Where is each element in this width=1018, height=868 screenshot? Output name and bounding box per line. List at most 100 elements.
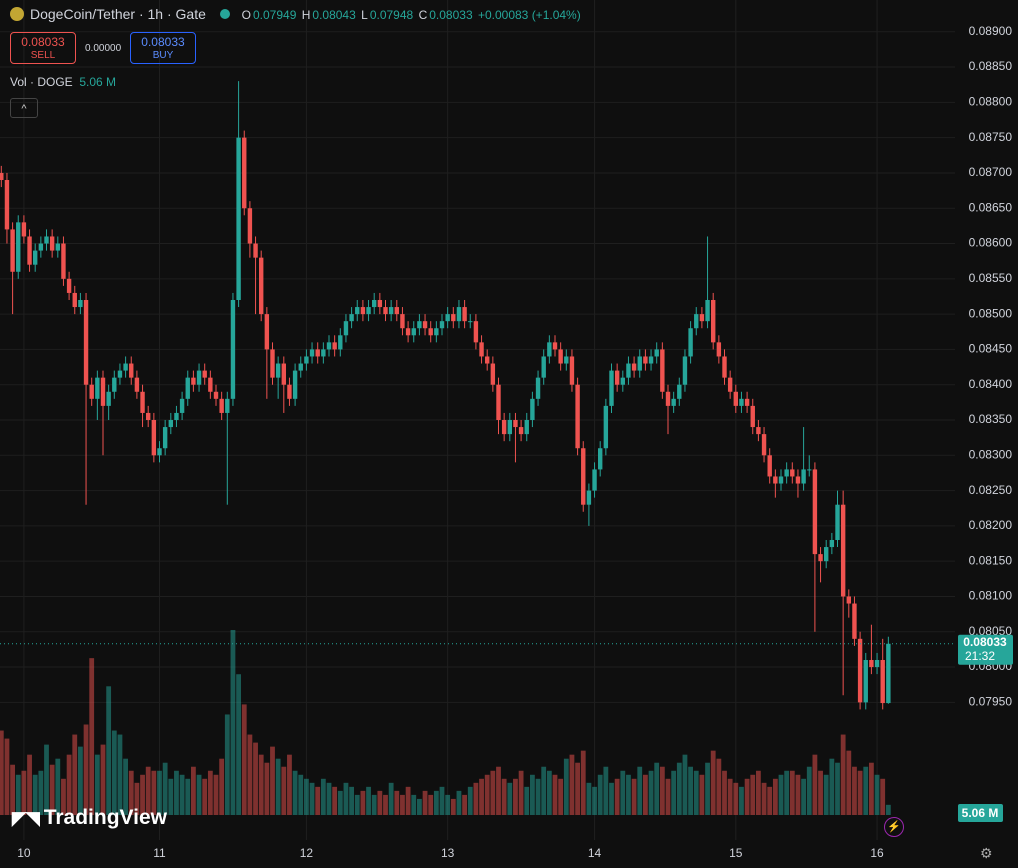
volume-bar	[535, 778, 541, 815]
candle-body	[439, 321, 445, 329]
volume-bar	[236, 674, 241, 815]
candle-body	[665, 391, 671, 406]
volume-bar	[659, 766, 665, 815]
candle-body	[174, 412, 179, 420]
candle-body	[434, 328, 439, 336]
volume-bar	[744, 778, 750, 815]
candle-body	[61, 243, 66, 279]
y-tick-label: 0.08450	[969, 342, 1013, 356]
volume-bar	[733, 782, 739, 815]
candle-body	[10, 229, 15, 272]
candle-body	[733, 391, 738, 406]
x-tick-label: 14	[588, 846, 602, 860]
candle-body	[654, 349, 659, 357]
volume-bar	[247, 734, 253, 815]
candle-body	[242, 137, 247, 209]
candle-body	[219, 398, 224, 413]
volume-bar	[869, 762, 874, 815]
y-tick-label: 0.08800	[969, 95, 1013, 109]
volume-bar	[705, 762, 710, 815]
candle-body	[162, 427, 168, 449]
candle-body	[626, 363, 631, 378]
volume-bar	[530, 774, 535, 815]
candle-body	[682, 356, 688, 385]
volume-bar	[846, 750, 852, 815]
change: +0.00083 (+1.04%)	[477, 8, 581, 22]
volume-bar	[546, 770, 552, 815]
volume-bar	[309, 782, 315, 815]
candle-body	[784, 469, 789, 477]
sell-price: 0.08033	[21, 35, 65, 49]
y-tick-label: 0.08200	[969, 518, 1013, 532]
volume-bar	[219, 758, 225, 815]
y-tick-label: 0.08550	[969, 271, 1013, 285]
candle-body	[688, 328, 693, 357]
volume-bar	[202, 778, 208, 815]
volume-bar	[298, 774, 304, 815]
volume-bar	[388, 782, 394, 815]
candle-body	[134, 377, 140, 392]
candle-body	[83, 300, 89, 385]
volume-bar	[123, 758, 128, 815]
volume-bar	[580, 750, 586, 815]
candle-body	[835, 504, 840, 540]
volume-bar	[134, 782, 140, 815]
sell-button[interactable]: 0.08033 SELL	[10, 32, 76, 64]
candle-body	[332, 342, 337, 350]
candle-body	[541, 356, 546, 378]
candle-body	[790, 469, 795, 477]
volume-bar	[778, 774, 784, 815]
volume-bar	[456, 790, 462, 815]
volume-bar	[727, 778, 733, 815]
y-tick-label: 0.08850	[969, 59, 1013, 73]
volume-bar	[789, 770, 795, 815]
x-tick-label: 16	[870, 846, 884, 860]
candle-body	[89, 384, 94, 399]
alert-icon[interactable]: ⚡	[884, 817, 904, 837]
buy-price: 0.08033	[141, 35, 185, 49]
volume-legend: Vol · DOGE 5.06 M	[10, 75, 116, 89]
volume-bar	[852, 766, 857, 815]
candle-body	[422, 321, 428, 329]
x-tick-label: 15	[729, 846, 743, 860]
y-tick-label: 0.08650	[969, 200, 1013, 214]
x-tick-label: 11	[153, 846, 166, 860]
volume-bar	[0, 730, 4, 815]
collapse-button[interactable]: ^	[10, 98, 38, 118]
volume-bar	[716, 758, 722, 815]
volume-bar	[767, 786, 773, 815]
candle-body	[360, 307, 366, 315]
volume-bar	[394, 790, 400, 815]
volume-bar	[78, 746, 83, 815]
candle-body	[112, 377, 117, 392]
candle-body	[620, 377, 625, 385]
y-tick-label: 0.08100	[969, 589, 1013, 603]
volume-bar	[806, 766, 812, 815]
y-tick-label: 0.07950	[969, 695, 1013, 709]
volume-bar	[44, 744, 49, 815]
volume-bar	[739, 786, 744, 815]
sell-label: SELL	[30, 50, 56, 61]
ohlc-letter: C	[418, 8, 428, 22]
candle-body	[863, 660, 868, 703]
price-tag	[958, 634, 1013, 665]
volume-bar	[445, 794, 451, 815]
candle-body	[213, 391, 219, 399]
volume-bar	[185, 778, 191, 815]
brand-logo: ◤◥ TradingView	[12, 806, 168, 829]
candle-body	[535, 377, 541, 399]
volume-bar	[710, 750, 716, 815]
volume-bar	[569, 754, 575, 815]
candle-body	[874, 660, 880, 668]
candle-body	[530, 398, 535, 420]
volume-bar	[145, 766, 151, 815]
buy-button[interactable]: 0.08033 BUY	[130, 32, 196, 64]
settings-icon[interactable]: ⚙	[980, 845, 993, 861]
candle-body	[315, 349, 320, 357]
volume-bar	[10, 764, 15, 815]
candle-body	[72, 292, 77, 308]
ohlc-value: 0.07949	[253, 8, 297, 22]
ohlc-value: 0.08033	[429, 8, 473, 22]
volume-bar	[174, 770, 179, 815]
